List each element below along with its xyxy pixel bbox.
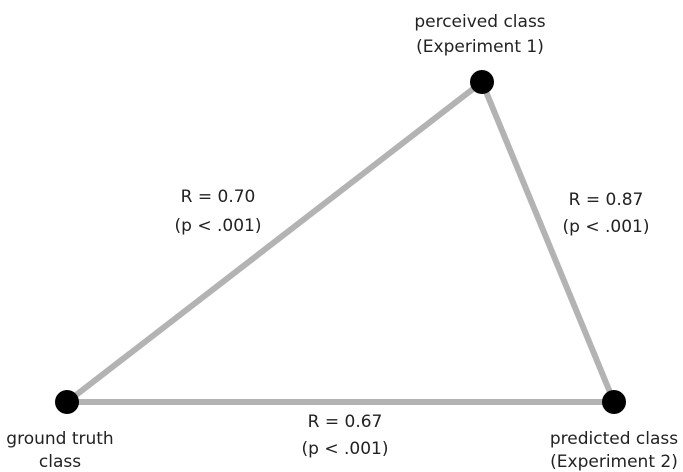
edge (479, 80, 617, 404)
node-label: (Experiment 2) (550, 452, 678, 472)
edge-label: R = 0.70 (181, 187, 256, 207)
node-label: predicted class (550, 429, 678, 449)
node-label: ground truth (6, 429, 113, 449)
node-label: class (39, 452, 81, 472)
node (55, 390, 79, 414)
edge (65, 79, 484, 405)
edge-label: R = 0.87 (569, 190, 644, 210)
node (602, 390, 626, 414)
edge-label: (p < .001) (302, 439, 389, 459)
node-label: (Experiment 1) (416, 37, 544, 57)
node-label: perceived class (414, 12, 545, 32)
edge-label: (p < .001) (563, 217, 650, 237)
edge-label: R = 0.67 (308, 412, 383, 432)
node (470, 70, 494, 94)
edge-label: (p < .001) (175, 216, 262, 236)
